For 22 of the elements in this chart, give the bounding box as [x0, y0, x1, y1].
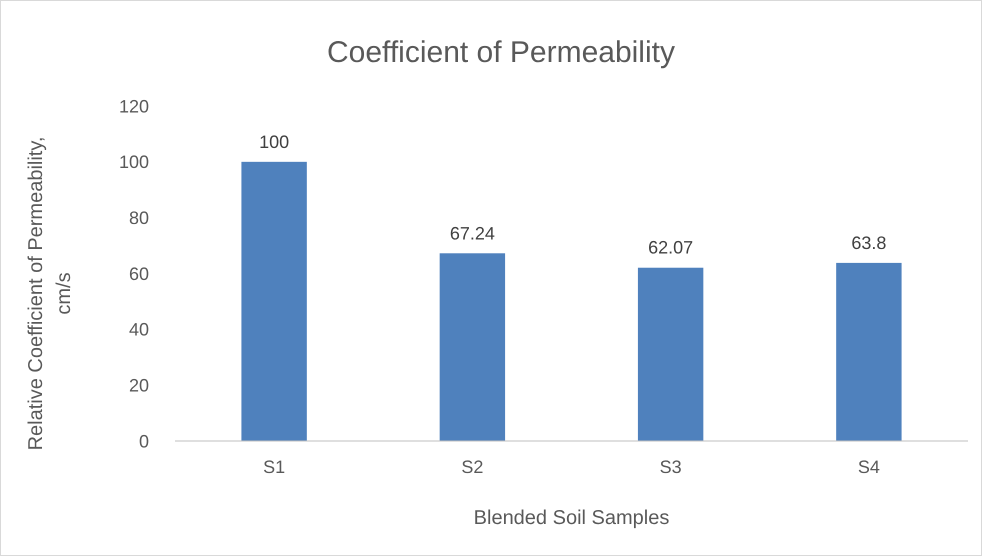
y-axis-title: Relative Coefficient of Permeability, cm/s — [25, 136, 75, 450]
y-tick-label: 120 — [118, 96, 149, 116]
bar — [440, 253, 506, 441]
y-tick-label: 20 — [128, 375, 149, 396]
bar — [836, 262, 902, 441]
bar — [638, 268, 704, 441]
data-label: 67.24 — [450, 223, 495, 244]
data-label: 63.8 — [851, 232, 886, 253]
y-tick-label: 0 — [138, 431, 149, 452]
x-tick-label: S4 — [858, 457, 880, 477]
x-tick-label: S2 — [461, 457, 484, 477]
chart-title: Coefficient of Permeability — [327, 36, 675, 69]
y-tick-label: 100 — [118, 152, 149, 172]
y-tick-label: 80 — [128, 208, 149, 228]
x-axis-title: Blended Soil Samples — [474, 507, 670, 529]
x-tick-label: S1 — [263, 457, 286, 477]
data-label: 62.07 — [648, 238, 694, 258]
bar — [241, 162, 307, 441]
y-tick-label: 60 — [128, 264, 149, 284]
x-tick-label: S3 — [660, 457, 682, 477]
data-label: 100 — [259, 132, 290, 152]
y-tick-label: 40 — [128, 320, 149, 340]
